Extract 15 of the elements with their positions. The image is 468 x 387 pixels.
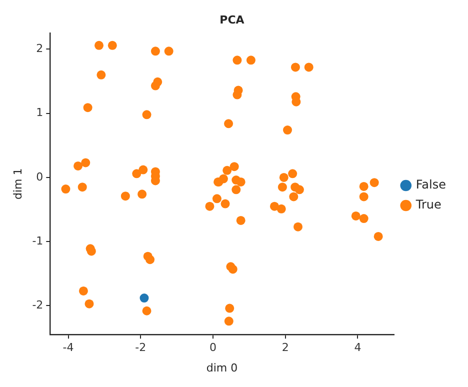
- x-tick-label: -2: [135, 341, 146, 354]
- chart-title: PCA: [220, 13, 245, 26]
- x-tick-label: -4: [62, 341, 74, 354]
- x-axis-title: dim 0: [206, 361, 238, 374]
- y-tick-label: 0: [36, 170, 44, 184]
- y-tick-label: -1: [32, 234, 44, 248]
- x-tick-label: 0: [209, 341, 216, 354]
- y-tick-label: 2: [36, 42, 44, 56]
- x-tick-label: 2: [282, 341, 289, 354]
- x-tick-label: 4: [354, 341, 362, 354]
- y-tick-label: -2: [32, 298, 44, 312]
- y-axis-title: dim 1: [11, 168, 24, 200]
- legend-label: False: [416, 178, 446, 192]
- legend-label: True: [414, 198, 442, 212]
- y-tick-label: 1: [36, 106, 44, 120]
